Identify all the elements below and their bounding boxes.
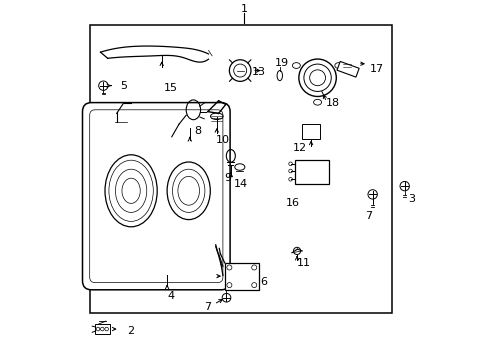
Text: 16: 16 bbox=[285, 198, 300, 208]
Text: 3: 3 bbox=[407, 194, 414, 204]
Bar bbox=[302, 124, 320, 139]
Text: 1: 1 bbox=[241, 4, 247, 14]
Text: 14: 14 bbox=[233, 179, 247, 189]
Text: 18: 18 bbox=[325, 98, 339, 108]
Text: 9: 9 bbox=[224, 173, 231, 183]
Text: 19: 19 bbox=[275, 58, 289, 68]
Text: 15: 15 bbox=[163, 83, 177, 93]
Text: 11: 11 bbox=[296, 258, 310, 268]
Text: 4: 4 bbox=[167, 291, 174, 301]
Text: 10: 10 bbox=[216, 135, 229, 145]
Text: 17: 17 bbox=[368, 64, 383, 74]
Text: 2: 2 bbox=[127, 326, 134, 336]
Text: 7: 7 bbox=[365, 211, 371, 221]
Text: 12: 12 bbox=[293, 143, 307, 153]
Text: 6: 6 bbox=[260, 276, 267, 287]
Text: 13: 13 bbox=[251, 67, 265, 77]
Bar bbox=[224, 263, 258, 290]
Text: 8: 8 bbox=[194, 126, 201, 136]
Bar bbox=[336, 62, 358, 77]
Text: 5: 5 bbox=[120, 81, 127, 91]
Bar bbox=[89, 25, 391, 313]
Bar bbox=[95, 324, 110, 334]
FancyBboxPatch shape bbox=[82, 103, 230, 290]
Bar bbox=[294, 160, 328, 184]
Text: 7: 7 bbox=[204, 302, 211, 312]
